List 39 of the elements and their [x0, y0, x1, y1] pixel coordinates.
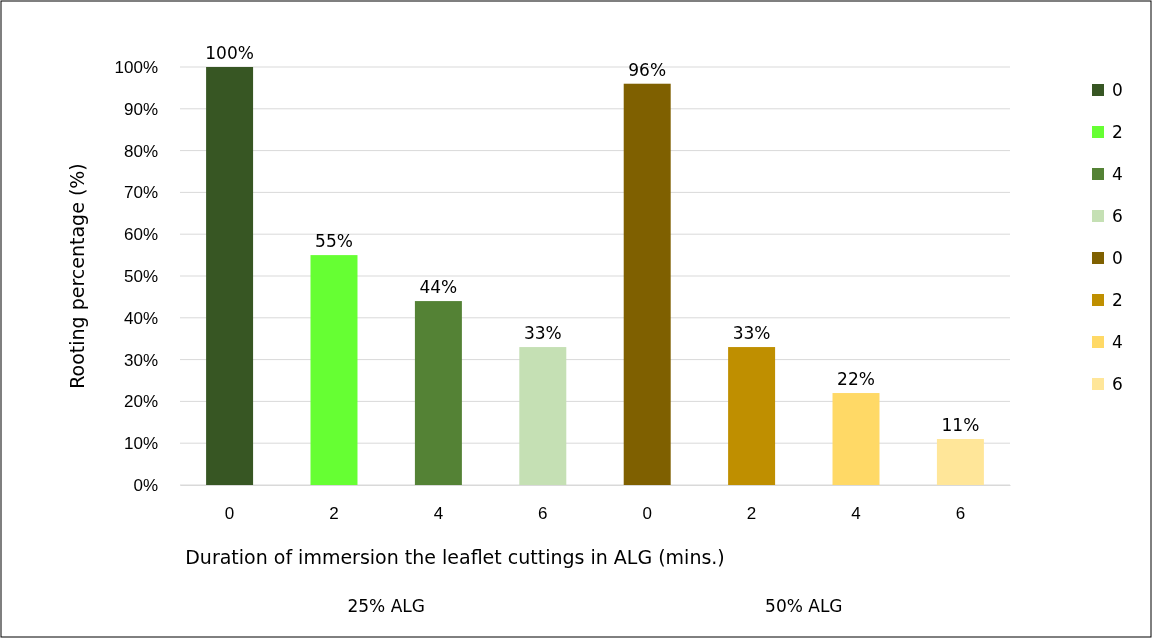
- x-tick-label: 6: [538, 504, 548, 524]
- data-label: 44%: [419, 277, 458, 298]
- y-tick-label: 0%: [133, 475, 158, 495]
- text: 50% ALG: [765, 596, 843, 616]
- x-tick-label: 4: [433, 504, 444, 524]
- legend-label: 6: [1112, 374, 1123, 394]
- x-tick-label: 2: [329, 504, 339, 524]
- y-tick-label: 80%: [123, 141, 158, 161]
- x-axis-title: Duration of immersion the leaflet cuttings in ALG (mins.): [185, 546, 725, 568]
- data-label: 11%: [941, 415, 980, 436]
- y-tick-label: 30%: [123, 350, 158, 370]
- data-label: 22%: [837, 369, 875, 390]
- legend-label: 4: [1112, 332, 1123, 352]
- legend-label: 0: [1112, 248, 1123, 268]
- legend-label: 2: [1112, 122, 1123, 142]
- data-label: 33%: [732, 323, 771, 344]
- data-label: 33%: [523, 323, 562, 344]
- x-tick-label: 6: [955, 504, 966, 524]
- data-label: 100%: [205, 43, 254, 63]
- y-tick-label: 70%: [123, 183, 158, 203]
- legend-label: 6: [1112, 206, 1123, 226]
- x-tick-label: 4: [851, 504, 861, 524]
- x-tick-label: 2: [746, 504, 757, 524]
- y-tick-label: 20%: [123, 392, 158, 412]
- legend-label: 0: [1112, 80, 1123, 100]
- data-label: 55%: [315, 231, 353, 252]
- y-tick-label: 90%: [123, 99, 158, 119]
- y-tick-label: 10%: [123, 434, 158, 454]
- legend-label: 2: [1112, 290, 1123, 310]
- y-tick-label: 40%: [123, 308, 158, 328]
- y-tick-label: 100%: [114, 57, 158, 77]
- y-axis-title: Rooting percentage (%): [66, 163, 88, 389]
- legend-label: 4: [1112, 164, 1123, 184]
- y-tick-label: 60%: [123, 225, 158, 245]
- x-tick-label: 0: [642, 504, 652, 524]
- x-tick-label: 0: [224, 504, 235, 524]
- y-tick-label: 50%: [123, 266, 158, 286]
- data-label: 96%: [628, 59, 667, 80]
- text: 25% ALG: [347, 596, 425, 616]
